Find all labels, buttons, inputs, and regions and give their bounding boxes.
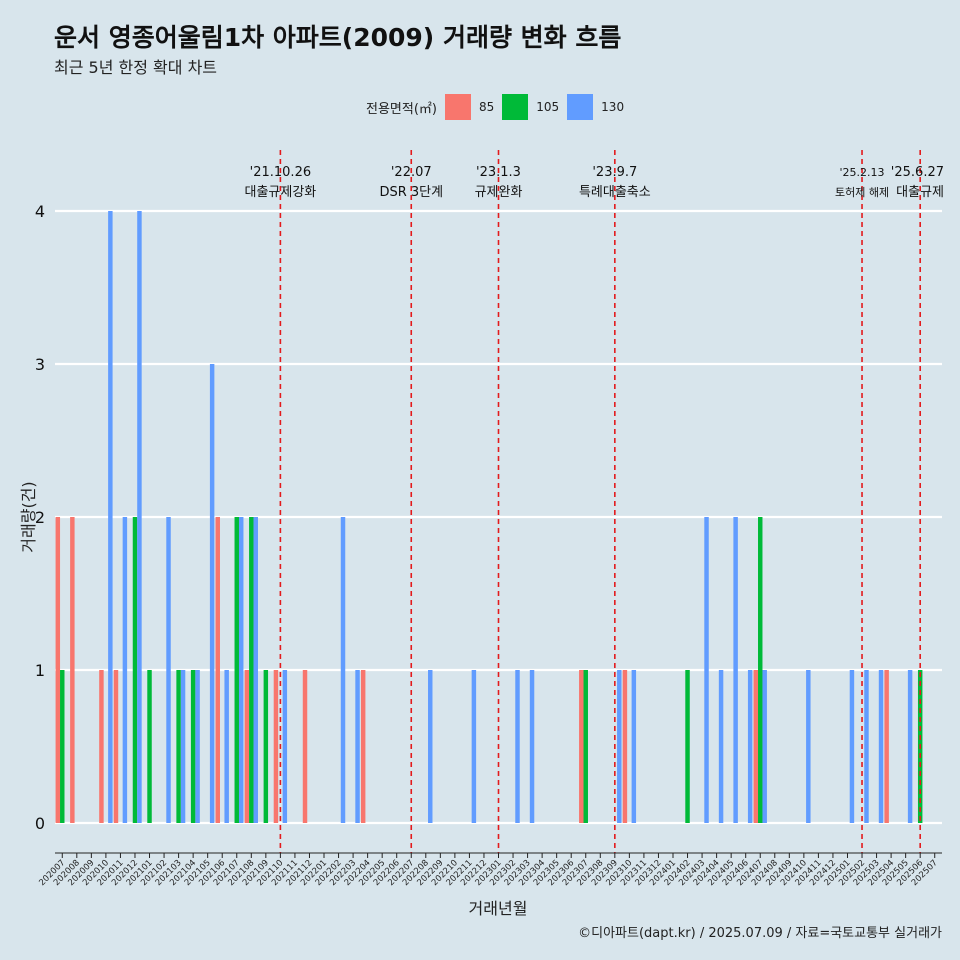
legend-label-85: 85 <box>478 100 495 114</box>
event-label-1: DSR 3단계 <box>379 185 443 200</box>
bar-130-202103 <box>180 670 186 823</box>
bar-85-202504 <box>884 670 889 823</box>
event-label-3: 특례대출축소 <box>579 185 651 200</box>
event-label-2: 규제완화 <box>475 185 523 200</box>
bar-130-202405 <box>733 517 738 823</box>
bar-130-202302 <box>515 670 520 823</box>
bar-105-202012 <box>132 517 138 823</box>
chart-subtitle: 최근 5년 한정 확대 차트 <box>54 58 218 77</box>
bar-85-202110 <box>273 670 279 823</box>
bar-130-202106 <box>224 670 229 823</box>
source-caption: ©디아파트(dapt.kr) / 2025.07.09 / 자료=국토교통부 실… <box>578 926 942 941</box>
event-label-4: 토허제 해제 <box>835 185 889 199</box>
event-date-2: '23.1.3 <box>476 165 521 180</box>
bar-85-202011 <box>113 670 119 823</box>
bar-130-202104 <box>195 670 200 823</box>
bar-130-202410 <box>806 670 811 823</box>
legend: 전용면적(㎡) 85 105 130 <box>366 94 632 120</box>
event-date-3: '23.9.7 <box>592 165 637 180</box>
bar-130-202404 <box>718 670 724 823</box>
gridlines <box>55 209 942 825</box>
event-markers: '21.10.26 대출규제강화 '22.07 DSR 3단계 '23.1.3 규제완화 '… <box>245 150 944 853</box>
legend-swatch-105 <box>502 94 529 120</box>
legend-item-105: 105 <box>502 94 559 120</box>
bar-130-202406 <box>747 670 753 823</box>
bar-105-202109 <box>263 670 269 823</box>
bar-130-202010 <box>108 211 113 823</box>
bar-85-202010 <box>99 670 104 823</box>
legend-title: 전용면적(㎡) <box>366 101 437 117</box>
event-label-0: 대출규제강화 <box>245 185 317 200</box>
y-tick-label-1: 1 <box>35 661 45 680</box>
bar-85-202204 <box>360 670 366 823</box>
bar-105-202103 <box>176 670 181 823</box>
bar-85-202106 <box>215 517 220 823</box>
bar-130-202503 <box>878 670 884 823</box>
bar-85-202310 <box>622 670 628 823</box>
event-date-0: '21.10.26 <box>250 165 311 180</box>
bar-130-202011 <box>122 517 128 823</box>
bar-130-202202 <box>340 517 346 823</box>
legend-label-130: 130 <box>601 100 625 114</box>
bar-85-202112 <box>302 670 308 823</box>
y-tick-label-0: 0 <box>35 814 45 833</box>
event-date-4: '25.2.13 <box>840 166 885 179</box>
legend-label-105: 105 <box>536 100 560 114</box>
bar-130-202108 <box>253 517 258 823</box>
bar-130-202012 <box>137 211 142 823</box>
x-axis-label: 거래년월 <box>469 899 528 918</box>
bar-130-202310 <box>631 670 637 823</box>
event-date-5: '25.6.27 <box>891 165 944 180</box>
bar-130-202403 <box>704 517 709 823</box>
bar-105-202407 <box>758 517 763 823</box>
bar-130-202309 <box>617 670 622 823</box>
bar-85-202307 <box>579 670 584 823</box>
y-tick-label-3: 3 <box>35 355 45 374</box>
y-tick-label-2: 2 <box>35 508 45 527</box>
bar-130-202502 <box>864 670 869 823</box>
bar-130-202303 <box>529 670 535 823</box>
bar-130-202407 <box>762 670 767 823</box>
event-label-5: 대출규제 <box>896 185 944 200</box>
bar-130-202501 <box>849 670 855 823</box>
bar-130-202107 <box>238 517 244 823</box>
y-axis-label: 거래량(건) <box>19 481 38 552</box>
bar-85-202008 <box>70 517 75 823</box>
bar-105-202101 <box>147 670 152 823</box>
chart-title: 운서 영종어울림1차 아파트(2009) 거래량 변화 흐름 <box>54 23 622 52</box>
bar-130-202208 <box>428 670 433 823</box>
bar-130-202211 <box>471 670 477 823</box>
bar-85-202007 <box>55 517 61 823</box>
bar-85-202108 <box>244 670 250 823</box>
legend-item-85: 85 <box>444 94 495 120</box>
legend-swatch-130 <box>567 94 594 120</box>
bar-105-202104 <box>190 670 196 823</box>
legend-swatch-85 <box>444 94 471 120</box>
event-date-1: '22.07 <box>391 165 432 180</box>
bar-130-202505 <box>907 670 913 823</box>
bar-130-202110 <box>282 670 288 823</box>
axes: 0123420200720200820200920201020201120201… <box>35 202 942 888</box>
bar-105-202402 <box>685 670 690 823</box>
legend-item-130: 130 <box>567 94 624 120</box>
bar-130-202102 <box>166 517 171 823</box>
bar-105-202007 <box>60 670 65 823</box>
bar-105-202107 <box>234 517 239 823</box>
bar-105-202307 <box>583 670 588 823</box>
bar-105-202108 <box>249 517 254 823</box>
bar-130-202105 <box>209 364 215 823</box>
y-tick-label-4: 4 <box>35 202 45 221</box>
bar-130-202203 <box>355 670 360 823</box>
bar-85-202407 <box>753 670 759 823</box>
